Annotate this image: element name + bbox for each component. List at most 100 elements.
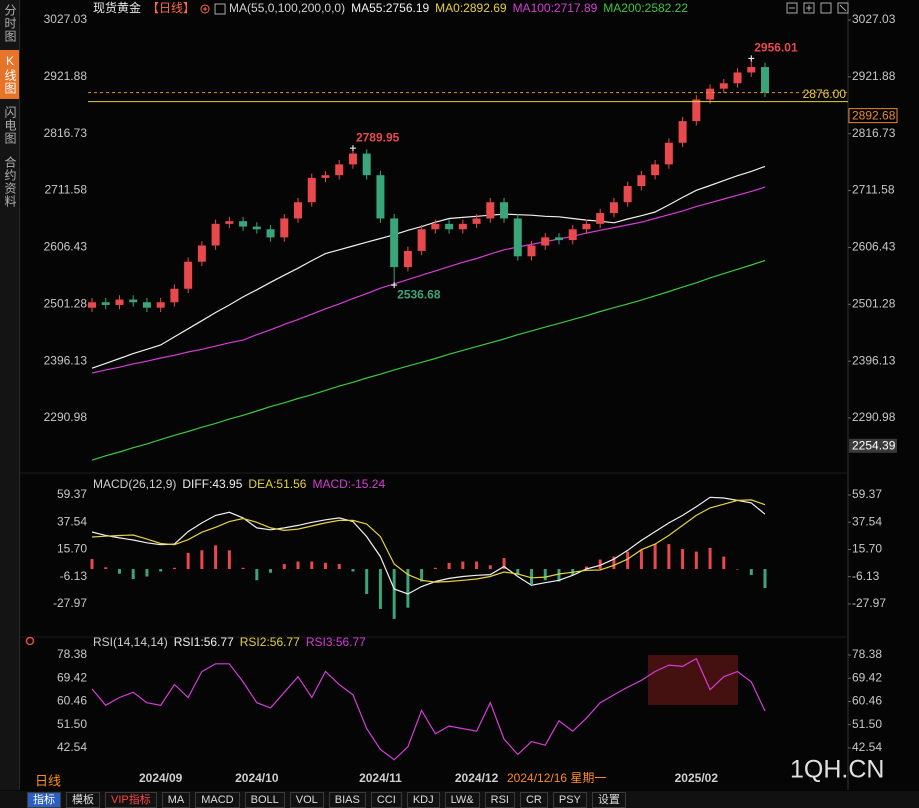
x-tick-label: 2024/10: [235, 771, 279, 785]
watermark: 1QH.CN: [790, 756, 884, 784]
series-line: [91, 165, 766, 369]
toolbar-button[interactable]: LW&: [444, 791, 480, 808]
toolbar-button[interactable]: BOLL: [244, 791, 285, 808]
y-tick-label: 2501.28: [44, 296, 88, 310]
candle-body: [294, 202, 303, 219]
candle-body: [376, 175, 385, 219]
macd-bar: [241, 567, 245, 570]
macd-bar: [694, 551, 698, 570]
panel-icon[interactable]: [25, 636, 35, 646]
sidebar: 分时图 K线图闪电图合约资料: [0, 0, 20, 790]
candle-body: [458, 223, 467, 230]
indicator-icon: [214, 3, 226, 15]
macd-bar: [722, 556, 726, 570]
period-tab[interactable]: 日线: [35, 773, 61, 788]
y-tick-label: 60.46: [852, 694, 882, 708]
legend-entry: MA55:2756.19: [351, 1, 429, 15]
sidebar-tab[interactable]: K线图: [0, 50, 19, 99]
y-tick-label: 3027.03: [852, 12, 896, 26]
candle-body: [115, 299, 124, 305]
toolbar-button[interactable]: MACD: [195, 791, 240, 808]
macd-bar: [104, 567, 108, 570]
y-tick-label: 2501.28: [852, 296, 896, 310]
candle-body: [348, 153, 357, 165]
macd-bar: [282, 564, 286, 570]
crosshair-label: 2024/12/16 星期一: [507, 771, 606, 785]
candle-body: [733, 72, 742, 84]
toolbar-button[interactable]: CR: [519, 791, 548, 808]
candle-body: [170, 288, 179, 303]
y-tick-label: 2290.98: [44, 410, 88, 424]
macd-bar: [351, 569, 355, 572]
macd-bar: [543, 569, 547, 581]
macd-bar: [323, 562, 327, 570]
macd-bar: [214, 545, 218, 570]
icon[interactable]: [837, 2, 849, 14]
sidebar-tab[interactable]: 分时图: [3, 4, 17, 43]
candle-body: [431, 223, 440, 230]
y-tick-label: 42.54: [852, 740, 882, 754]
sidebar-tab[interactable]: 合约资料: [3, 156, 17, 208]
extreme-marker: [349, 145, 356, 152]
macd-bar: [392, 569, 396, 619]
y-tick-label: -27.97: [53, 596, 87, 610]
candle-body: [142, 302, 151, 308]
icon[interactable]: [786, 2, 798, 14]
macd-bar: [227, 550, 231, 570]
legend-entry: MA200:2582.22: [603, 1, 688, 15]
y-tick-label: 78.38: [57, 647, 87, 661]
macd-bar: [708, 547, 712, 570]
candle-body: [239, 221, 248, 227]
toolbar-button[interactable]: BIAS: [328, 791, 366, 808]
series-line: [91, 186, 766, 374]
toolbar-button[interactable]: RSI: [484, 791, 515, 808]
toolbar-button[interactable]: CCI: [370, 791, 402, 808]
y-tick-label: -6.13: [60, 569, 88, 583]
candle-body: [129, 299, 138, 303]
y-tick-label: 2606.43: [44, 240, 88, 254]
candle-body: [101, 302, 110, 305]
sidebar-tab[interactable]: 闪电图: [3, 106, 17, 145]
candle-body: [761, 67, 769, 93]
y-tick-label: 2921.88: [852, 69, 896, 83]
toolbar-button[interactable]: MA: [161, 791, 191, 808]
y-tick-label: 2711.58: [852, 183, 895, 197]
candle-body: [747, 67, 756, 73]
add-icon: [203, 7, 208, 11]
series-line: [91, 259, 766, 461]
candle-body: [568, 229, 577, 241]
candle-body: [513, 218, 522, 257]
toolbar-button[interactable]: 模板: [66, 791, 100, 808]
toolbar-button[interactable]: 设置: [591, 791, 626, 808]
x-tick-label: 2024/09: [139, 771, 183, 785]
macd-bar: [626, 551, 630, 570]
macd-bar: [653, 544, 657, 570]
legend-entry: RSI2:56.77: [240, 635, 300, 649]
toolbar-button[interactable]: PSY: [552, 791, 587, 808]
toolbar-button[interactable]: 指标: [27, 791, 61, 808]
toolbar-button[interactable]: VOL: [289, 791, 324, 808]
y-tick-label: 2711.58: [45, 183, 88, 197]
chart-period: 【日线】: [147, 1, 195, 15]
y-tick-label: 2396.13: [44, 353, 88, 367]
y-tick-label: 37.54: [852, 514, 882, 528]
toolbar-button[interactable]: KDJ: [406, 791, 440, 808]
y-tick-label: 2290.98: [852, 410, 896, 424]
candle-body: [596, 213, 605, 224]
y-tick-label: 3027.03: [44, 12, 88, 26]
macd-bar: [255, 569, 259, 581]
toolbar-button[interactable]: VIP指标: [105, 791, 157, 808]
macd-bar: [117, 569, 121, 574]
y-tick-label: 37.54: [57, 514, 87, 528]
y-tick-label: 2816.73: [44, 126, 88, 140]
macd-bar: [433, 567, 437, 570]
legend-entry: MACD:-15.24: [312, 477, 385, 491]
icon[interactable]: [820, 2, 832, 14]
candle-body: [390, 218, 399, 268]
macd-bar: [612, 556, 616, 570]
last-price-box: [848, 108, 898, 124]
candle-body: [252, 226, 261, 230]
extreme-label: 2956.01: [754, 41, 798, 55]
indicator-label: RSI(14,14,14): [93, 635, 168, 649]
icon[interactable]: [803, 2, 815, 14]
